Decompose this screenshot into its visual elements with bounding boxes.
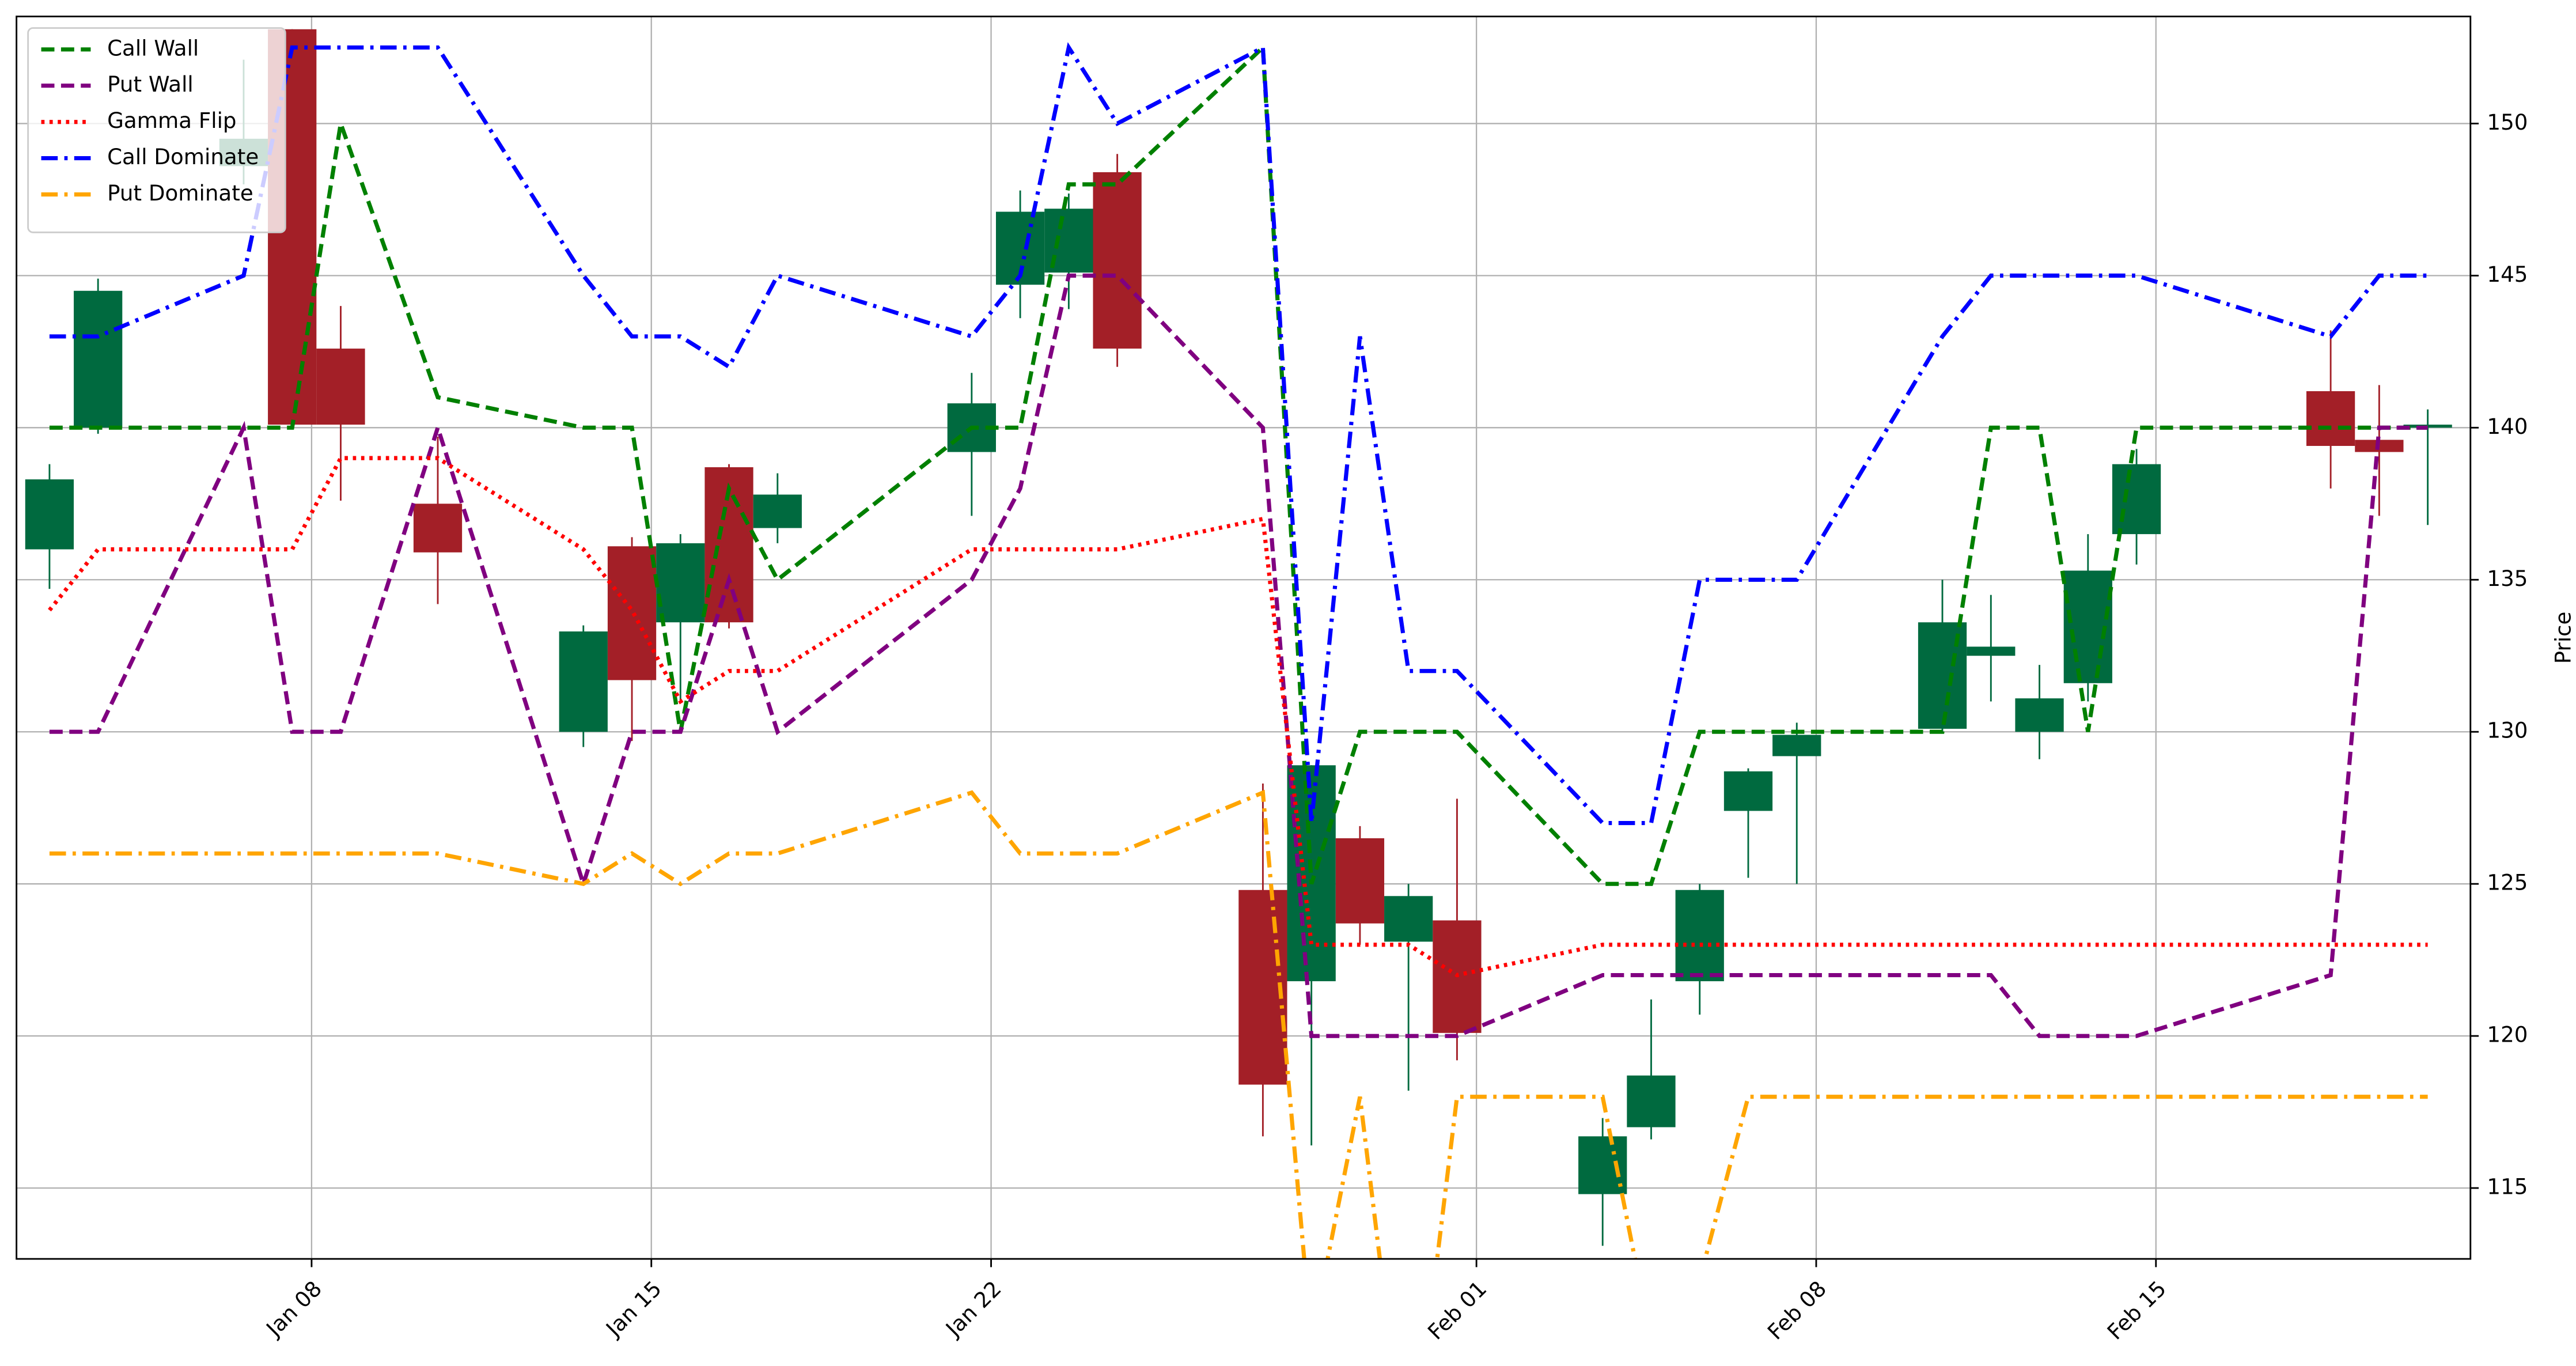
candle-body [1723,771,1773,811]
candle-body [2015,698,2064,732]
y-tick-label: 130 [2487,718,2528,743]
candle-body [1384,896,1433,942]
overlay-line [49,42,2428,826]
legend: Call Wall Put Wall Gamma Flip Call Dominate… [27,27,286,233]
grid [16,16,2471,1259]
y-tick-label: 125 [2487,870,2528,895]
legend-label: Call Dominate [107,144,259,169]
overlay-line [49,43,2428,886]
candle-body [656,543,705,623]
overlay-line [48,456,2428,978]
candle-body [607,546,657,680]
y-tick-label: 150 [2487,109,2528,135]
candle-body [316,349,365,425]
legend-label: Put Wall [107,71,194,97]
candle-body [1287,765,1336,982]
candle-body [74,290,123,428]
y-tick-label: 140 [2487,414,2528,439]
candle-body [2112,464,2161,535]
y-tick-label: 145 [2487,262,2528,287]
plot-area [25,29,2452,1259]
candle-body [1967,646,2016,656]
candle-body [1675,890,1724,982]
y-tick-label: 135 [2487,566,2528,591]
legend-label: Call Wall [107,35,199,60]
y-axis-label: Price [2550,612,2575,664]
y-tick-label: 120 [2487,1022,2528,1047]
candle-body [25,479,74,550]
y-tick-label: 115 [2487,1174,2528,1199]
candle-body [1335,838,1385,924]
legend-box [27,27,286,233]
candle-body [753,494,802,528]
candle-body [1627,1075,1676,1127]
overlay-line [49,789,2428,1259]
overlay-line [49,273,2428,1038]
candle-body [1093,172,1142,349]
candle-body [1772,735,1821,756]
legend-label: Gamma Flip [107,108,236,133]
candle-body [2306,391,2355,446]
candle-body [413,504,463,553]
legend-label: Put Dominate [107,180,253,206]
plot-frame [16,16,2472,1260]
candle-body [559,631,608,732]
